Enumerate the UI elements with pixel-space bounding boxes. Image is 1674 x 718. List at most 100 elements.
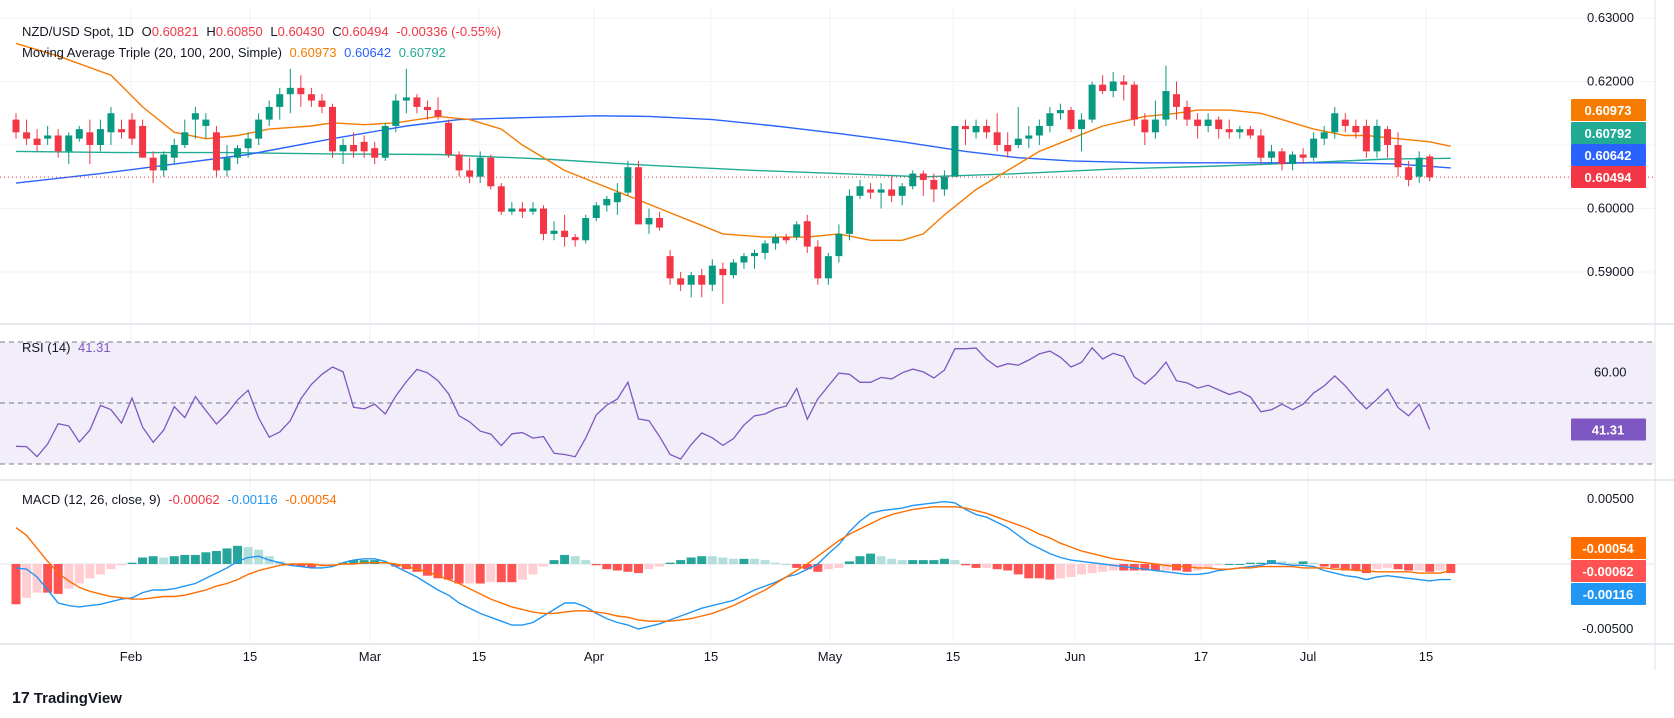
- candle: [1014, 106, 1022, 149]
- candle-body: [392, 100, 400, 126]
- ma100-line: [15, 115, 1451, 184]
- candle-body: [307, 94, 315, 101]
- candle-body: [128, 119, 136, 139]
- macd-histogram-bar: [433, 564, 443, 579]
- candle-body: [1120, 81, 1128, 85]
- candle-body: [1278, 151, 1286, 165]
- candle-body: [877, 189, 885, 193]
- candle-body: [824, 256, 832, 279]
- signal-value-tag: -0.00054: [1571, 537, 1646, 559]
- candle-body: [719, 268, 727, 276]
- price-tag-ma200: 0.60792: [1571, 122, 1646, 144]
- candle-body: [107, 113, 115, 133]
- candle: [1120, 75, 1128, 101]
- macd-histogram-bar: [697, 556, 707, 564]
- candle: [360, 135, 368, 158]
- candle: [1289, 151, 1297, 171]
- candle: [1236, 125, 1244, 139]
- candle-body: [1099, 84, 1107, 92]
- tradingview-logo[interactable]: 17 TradingView: [12, 690, 122, 708]
- macd-histogram-bar: [1140, 564, 1150, 571]
- macd-histogram-bar: [444, 564, 454, 580]
- candle-body: [455, 154, 463, 171]
- candle: [455, 151, 463, 177]
- candle-body: [329, 106, 336, 152]
- macd-value-tag-text: -0.00116: [1583, 587, 1634, 602]
- macd-histogram-bar: [475, 564, 485, 584]
- ma100-value: 0.60642: [344, 45, 392, 60]
- macd-histogram-bar: [792, 564, 802, 568]
- candle-body: [761, 243, 769, 253]
- candle: [445, 119, 453, 158]
- brand-name: TradingView: [33, 690, 122, 707]
- candle: [1099, 75, 1107, 95]
- macd-histogram-bar: [1256, 562, 1266, 564]
- candle-body: [1151, 119, 1159, 133]
- signal-value-tag-text: -0.00054: [1582, 541, 1634, 556]
- macd-histogram-bar: [233, 545, 243, 564]
- macd-histogram-bar: [64, 564, 74, 589]
- macd-histogram-bar: [1393, 564, 1403, 570]
- candle: [392, 94, 400, 133]
- macd-histogram-bar: [1361, 564, 1371, 574]
- candle-body: [1109, 81, 1117, 92]
- candle: [149, 151, 157, 184]
- macd-histogram-bar: [612, 564, 622, 571]
- macd-histogram-bar: [201, 552, 211, 564]
- price-tag-ma20-bg: [1571, 99, 1646, 121]
- histogram-value-tag-bg: [1571, 560, 1646, 582]
- candle-body: [1204, 119, 1212, 126]
- macd-histogram-bar: [1446, 564, 1456, 574]
- candle: [265, 100, 273, 126]
- macd-histogram-bar: [887, 558, 897, 564]
- macd-histogram-bar: [591, 564, 601, 566]
- candle-body: [234, 148, 242, 158]
- macd-histogram-bar: [243, 547, 253, 564]
- candle-body: [371, 148, 379, 158]
- candle-body: [518, 208, 526, 212]
- candle-body: [1289, 154, 1297, 165]
- candle: [1194, 113, 1202, 139]
- candle-body: [550, 230, 558, 234]
- candle-body: [898, 186, 906, 196]
- macd-histogram-bar: [665, 562, 675, 564]
- candle: [318, 94, 326, 114]
- open-label: O: [141, 24, 152, 39]
- macd-histogram-bar: [1404, 564, 1414, 571]
- candle: [751, 249, 758, 269]
- candle-body: [181, 132, 189, 145]
- macd-histogram-bar: [22, 564, 32, 598]
- tradingview-icon: 17: [12, 690, 30, 707]
- candle-body: [12, 119, 20, 133]
- candle-body: [687, 275, 695, 285]
- candle: [75, 125, 83, 142]
- candle: [508, 202, 516, 215]
- macd-histogram-bar: [707, 556, 717, 564]
- rsi-line: [15, 346, 1431, 460]
- candle-body: [751, 252, 758, 257]
- candle: [1078, 113, 1086, 152]
- macd-histogram-bar: [1414, 564, 1424, 571]
- rsi-value: 41.31: [78, 340, 111, 355]
- macd-histogram-bar: [929, 560, 939, 564]
- macd-histogram-bar: [1098, 564, 1108, 572]
- macd-histogram-bar: [159, 557, 169, 564]
- macd-histogram-bar: [1087, 564, 1097, 574]
- candle-body: [170, 145, 178, 158]
- candle: [793, 221, 801, 241]
- candle-body: [476, 157, 484, 177]
- candle-body: [33, 138, 41, 145]
- candle-body: [244, 138, 252, 149]
- candle-body: [423, 106, 431, 111]
- candle: [1088, 81, 1096, 123]
- candle: [656, 211, 664, 231]
- candle: [540, 205, 547, 241]
- candle: [423, 100, 431, 120]
- candle: [86, 119, 94, 165]
- macd-histogram-bar: [391, 564, 401, 567]
- candle: [476, 151, 484, 184]
- candle-body: [160, 154, 168, 171]
- candle-body: [909, 173, 917, 187]
- candle: [487, 154, 495, 190]
